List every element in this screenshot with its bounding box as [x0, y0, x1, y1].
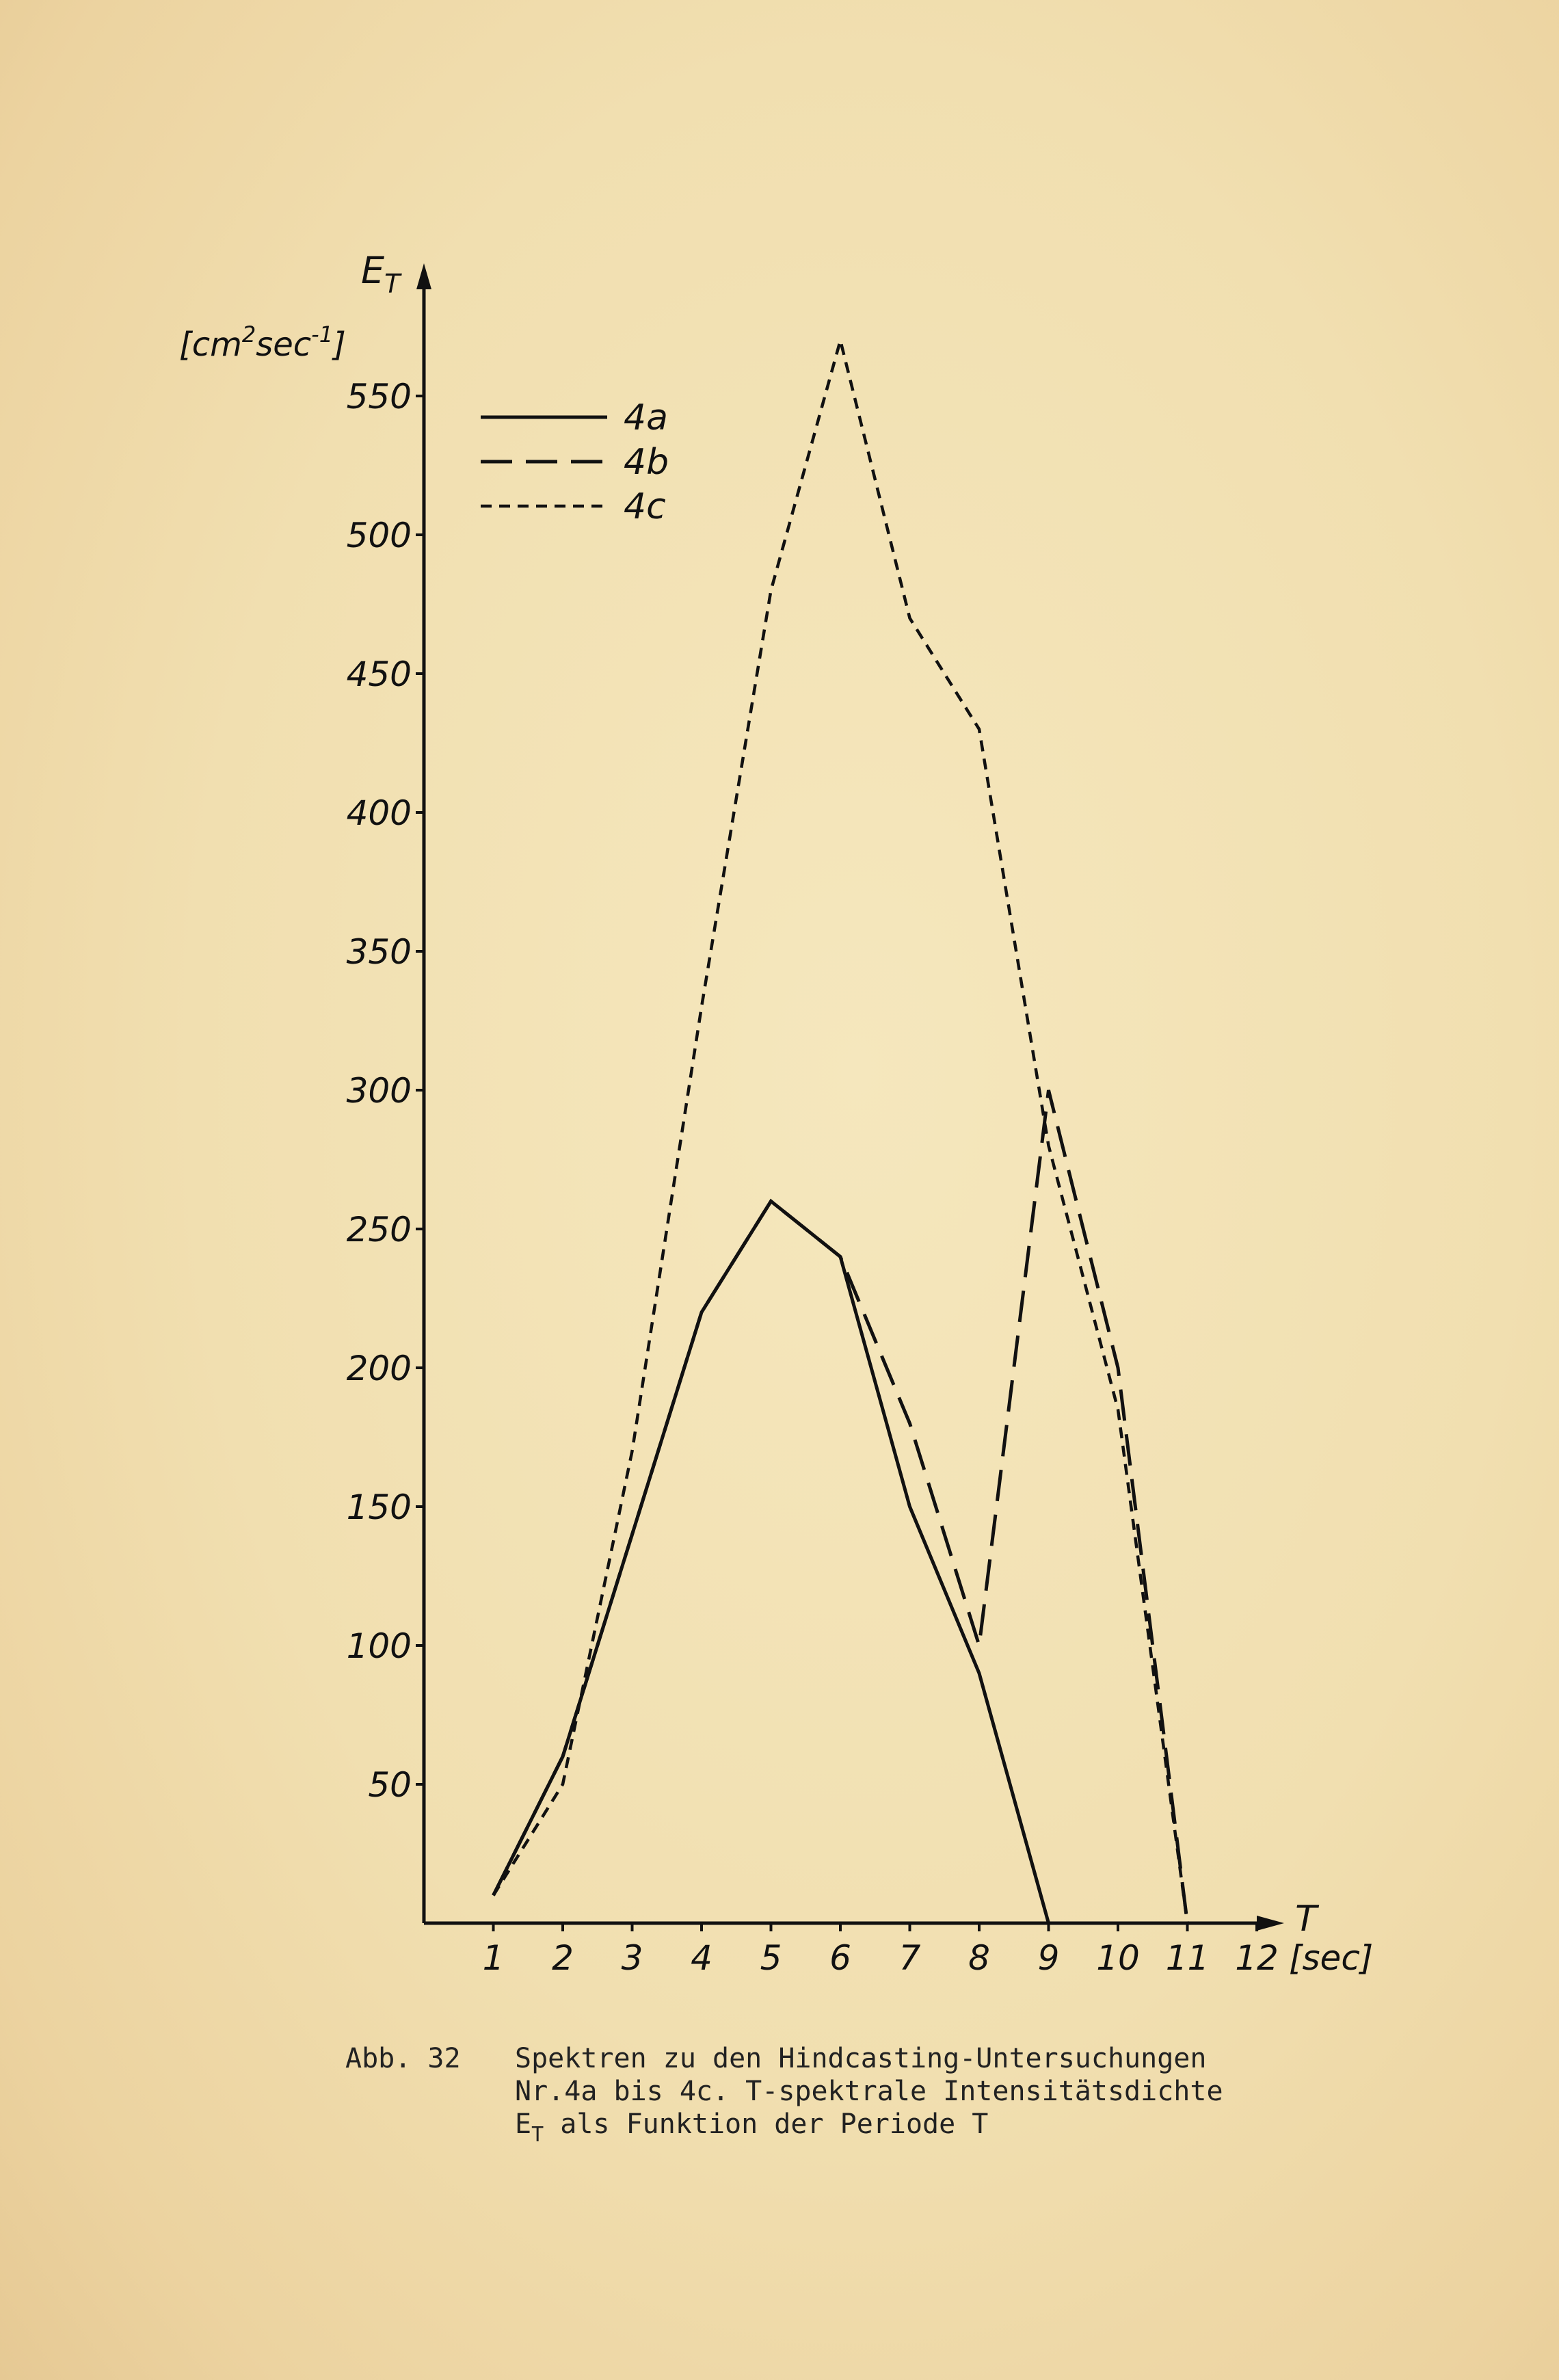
series-lines [492, 334, 1189, 1925]
y-ticks: 50 100 150 200 250 300 350 400 450 500 550 [347, 377, 424, 1805]
y-axis-unit-prefix: [cm [179, 326, 242, 364]
caption-figure-label: Abb. 32 [345, 2043, 461, 2074]
y-tick-label: 250 [347, 1210, 412, 1250]
axes [416, 263, 1284, 1931]
x-ticks: 1 2 3 4 5 6 7 8 9 10 11 12 [483, 1923, 1279, 1978]
y-tick-label: 200 [347, 1349, 412, 1388]
x-tick-label: 3 [622, 1938, 643, 1978]
y-tick-label: 400 [347, 793, 412, 833]
y-axis-unit-suffix: ] [332, 326, 346, 364]
x-axis-symbol: T [1295, 1899, 1320, 1940]
x-tick-label: 11 [1166, 1938, 1210, 1978]
x-tick-label: 4 [691, 1938, 712, 1978]
y-tick-label: 550 [347, 377, 412, 416]
y-axis-arrow [416, 263, 431, 289]
caption-line-2: Nr.4a bis 4c. T-spektrale Intensitätsdic… [515, 2076, 1223, 2107]
y-tick-label: 100 [347, 1626, 412, 1666]
y-tick-label: 50 [368, 1765, 412, 1805]
y-axis-symbol-main: E [361, 249, 385, 292]
legend-label-4b: 4b [624, 442, 669, 483]
legend-label-4a: 4a [624, 397, 668, 438]
x-axis-unit: [sec] [1289, 1938, 1373, 1978]
x-tick-label: 9 [1038, 1938, 1060, 1978]
x-tick-label: 7 [899, 1938, 921, 1978]
x-tick-label: 5 [760, 1938, 782, 1978]
y-tick-label: 500 [347, 516, 412, 555]
y-tick-label: 150 [347, 1488, 412, 1527]
caption-line-3-rest: als Funktion der Periode T [544, 2108, 989, 2140]
x-tick-label: 8 [968, 1938, 990, 1978]
series-line-4b [492, 1089, 1189, 1924]
caption-body: Spektren zu den Hindcasting-Untersuchung… [515, 2042, 1417, 2152]
caption-symbol: E [515, 2108, 532, 2140]
series-line-4a [492, 1198, 1188, 1925]
series-line-4c [492, 334, 1189, 1924]
x-tick-label: 6 [829, 1938, 851, 1978]
x-tick-label: 2 [552, 1938, 574, 1978]
y-axis-unit-sup2: -1 [311, 321, 333, 347]
y-tick-label: 450 [347, 654, 412, 694]
x-axis-arrow [1257, 1916, 1284, 1931]
legend-label-4c: 4c [624, 486, 666, 527]
caption-subscript: T [531, 2123, 544, 2147]
x-tick-label: 1 [483, 1938, 505, 1978]
y-axis-symbol-subscript: T [384, 269, 402, 299]
y-tick-label: 350 [347, 932, 412, 972]
x-tick-label: 10 [1096, 1938, 1140, 1978]
caption-line-3: ET als Funktion der Periode T [515, 2108, 1417, 2152]
x-tick-label: 12 [1235, 1938, 1279, 1978]
caption-line-1: Spektren zu den Hindcasting-Untersuchung… [515, 2043, 1207, 2074]
y-axis-symbol: ET [361, 249, 402, 299]
y-axis-unit-mid: sec [256, 326, 311, 364]
y-axis-unit: [cm2sec-1] [179, 321, 346, 364]
y-tick-label: 300 [347, 1071, 412, 1111]
y-axis-unit-sup1: 2 [242, 321, 256, 347]
